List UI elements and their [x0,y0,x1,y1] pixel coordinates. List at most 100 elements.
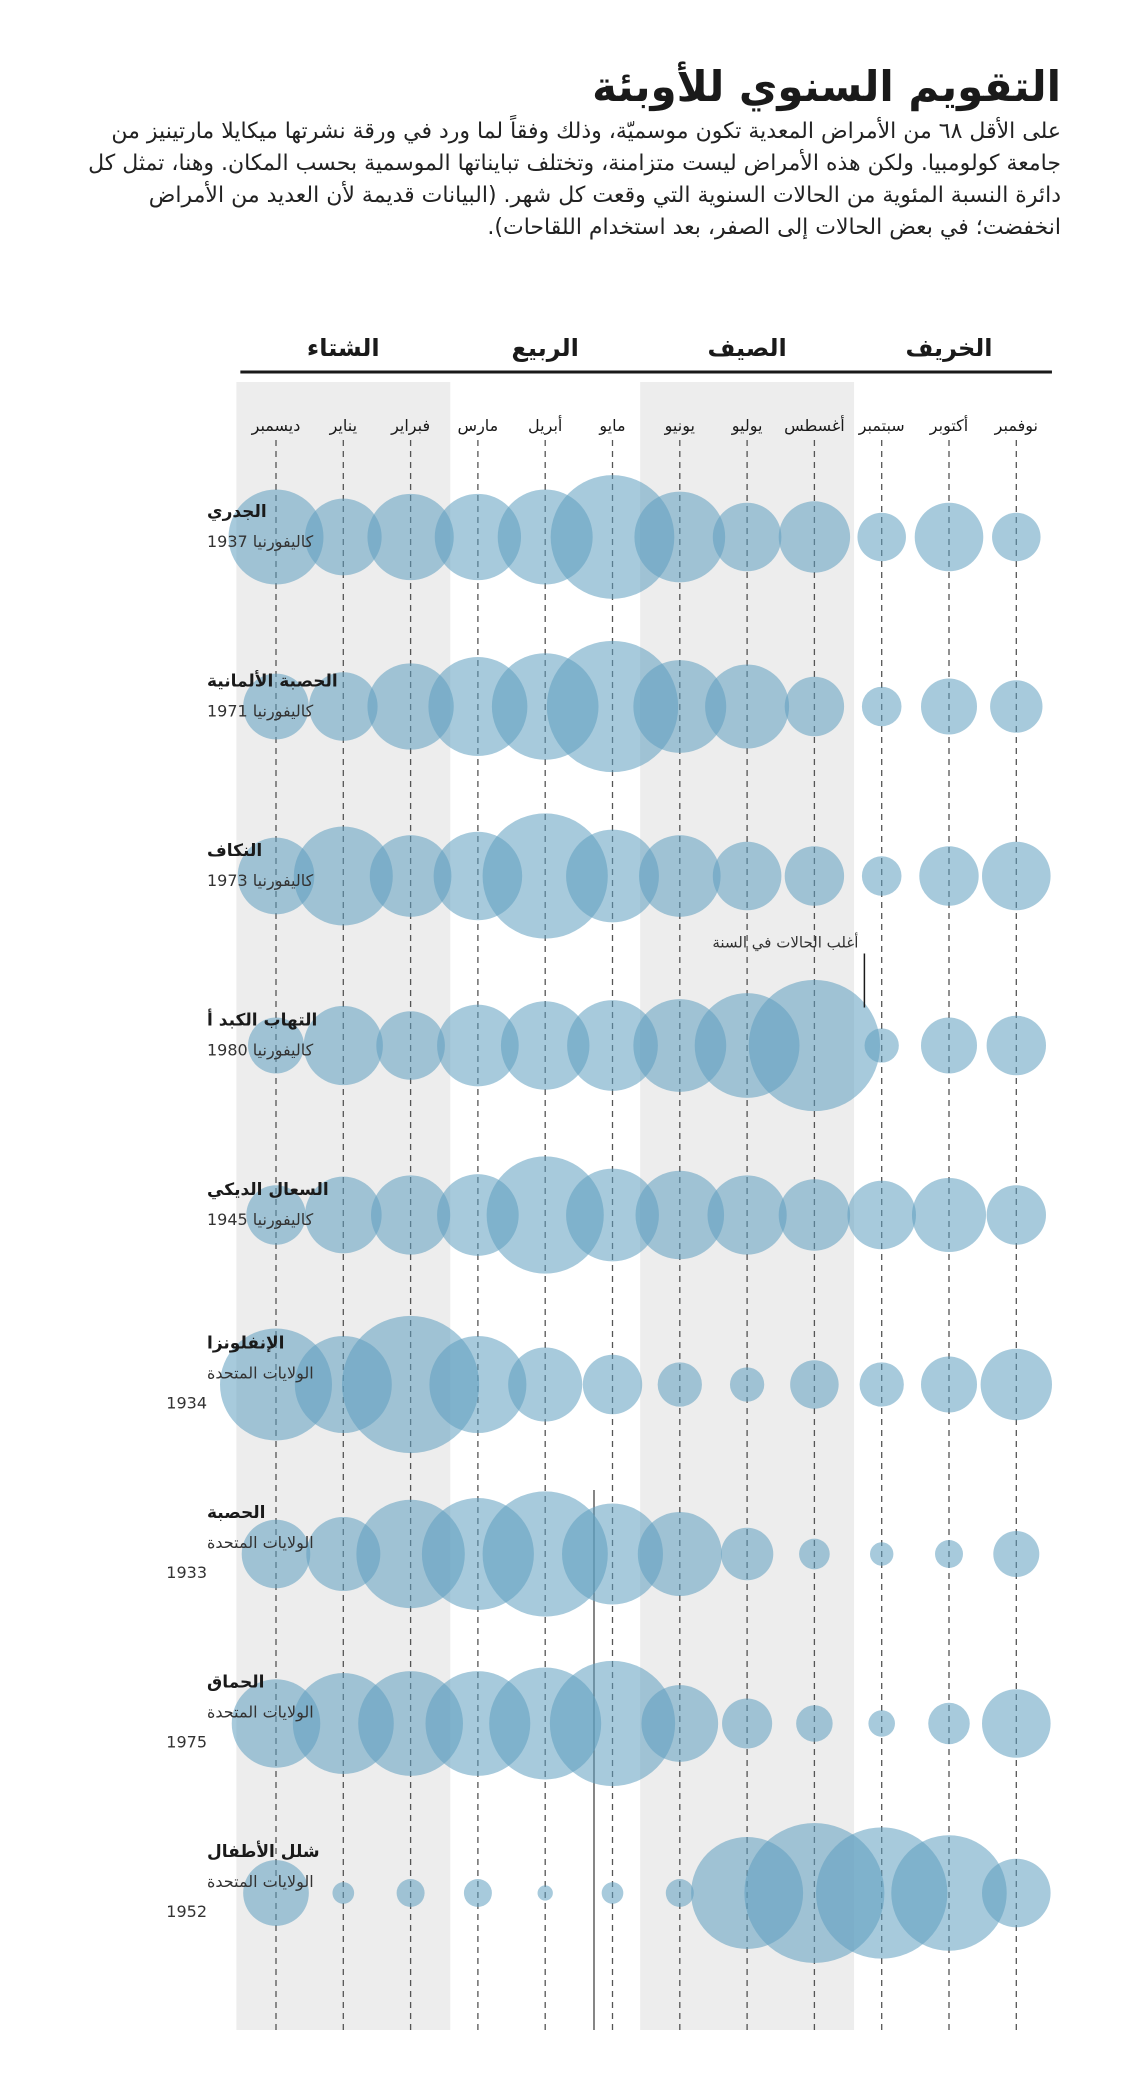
data-bubble [635,1170,725,1260]
month-label: نوفمبر [994,416,1038,436]
month-label: مارس [458,416,499,436]
data-bubble [784,846,845,906]
data-bubble [641,1685,719,1762]
season-label: الربيع [512,334,579,362]
data-bubble [921,1356,977,1413]
data-bubble [891,1835,1007,1951]
data-bubble [859,1362,904,1407]
data-bubble [434,493,522,581]
data-bubble [869,1542,894,1566]
data-bubble [303,1005,383,1086]
disease-name: السعال الديكي [207,1180,329,1200]
data-bubble [990,680,1043,733]
page-title: التقويم السنوي للأوبئة [592,62,1061,111]
disease-place: الولايات المتحدة [207,1364,314,1384]
disease-place-year: كاليفورنيا 1937 [207,532,314,552]
data-bubble [980,1348,1052,1421]
data-bubble [778,1179,851,1251]
data-bubble [796,1705,833,1742]
data-bubble [665,1879,694,1907]
data-bubble [784,676,845,737]
data-bubble [537,1885,553,1901]
data-bubble [500,1001,590,1090]
disease-place: الولايات المتحدة [207,1533,314,1553]
data-bubble [921,678,977,735]
disease-name: النكاف [207,841,262,861]
data-bubble [243,1860,309,1926]
data-bubble [657,1362,702,1407]
data-bubble [396,1879,425,1907]
data-bubble [376,1011,445,1080]
month-label: يناير [329,416,357,436]
data-bubble [293,826,393,926]
data-bubble [566,829,659,923]
disease-place-year: كاليفورنيا 1973 [207,871,314,891]
data-bubble [367,663,454,750]
data-bubble [864,1028,899,1063]
data-bubble [567,1000,658,1091]
data-bubble [429,1336,527,1433]
data-bubble [982,1689,1051,1758]
disease-place-year: كاليفورنيا 1971 [207,702,314,722]
season-label: الخريف [905,334,992,362]
data-bubble [241,1519,311,1589]
data-bubble [550,475,675,599]
data-bubble [993,1530,1040,1578]
data-bubble [992,512,1041,562]
data-bubble [861,686,902,727]
disease-year: 1975 [166,1733,207,1752]
data-bubble [482,813,608,939]
data-bubble [237,837,315,915]
data-bubble [729,1367,765,1402]
annotation-text: أغلب الحالات في السنة [712,933,858,953]
disease-name: الحماق [207,1673,264,1693]
season-label: الصيف [707,334,786,362]
data-bubble [248,1017,304,1074]
data-bubble [304,1176,382,1254]
data-bubble [778,501,851,573]
data-bubble [928,1702,970,1745]
disease-name: شلل الأطفال [207,1841,320,1862]
disease-place-year: كاليفورنيا 1945 [207,1210,314,1230]
data-bubble [437,1004,519,1087]
disease-name: الجدري [207,502,267,522]
data-bubble [857,512,906,562]
disease-place: الولايات المتحدة [207,1703,314,1723]
data-bubble [720,1527,774,1581]
data-bubble [243,673,309,740]
data-bubble [868,1710,895,1737]
data-bubble [228,489,324,585]
data-bubble [748,979,881,1112]
disease-name: الحصبة [207,1503,265,1523]
data-bubble [332,1882,355,1904]
data-bubble [861,856,902,896]
data-bubble [919,846,979,906]
data-bubble [712,502,782,572]
data-bubble [463,1879,492,1907]
data-bubble [712,841,782,911]
disease-name: التهاب الكبد أ [207,1009,317,1031]
data-bubble [309,672,378,741]
month-label: مايو [598,416,625,436]
month-label: أبريل [528,415,562,436]
data-bubble [638,835,721,917]
data-bubble [914,502,984,572]
disease-place: الولايات المتحدة [207,1872,314,1892]
data-bubble [562,1503,663,1605]
data-bubble [637,1512,722,1596]
data-bubble [633,660,727,753]
data-bubble [847,1180,916,1250]
data-bubble [367,493,454,581]
month-label: يونيو [664,416,695,436]
data-bubble [371,1175,451,1255]
data-bubble [911,1177,987,1253]
month-label: ديسمبر [251,416,301,436]
data-bubble [722,1698,773,1749]
data-bubble [549,1660,676,1787]
data-bubble [935,1540,963,1568]
data-bubble [986,1015,1046,1076]
disease-name: الحصبة الألمانية [207,671,338,692]
data-bubble [707,1175,787,1255]
season-label: الشتاء [307,334,380,362]
